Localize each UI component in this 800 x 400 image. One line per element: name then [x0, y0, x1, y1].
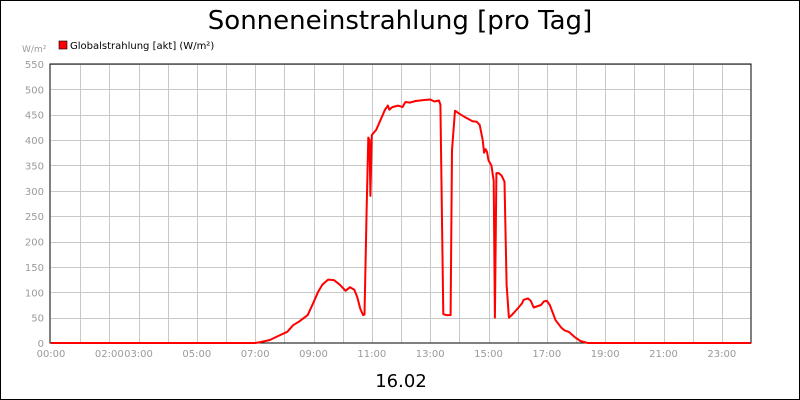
x-tick-label: 05:00 [182, 349, 211, 360]
x-tick-label: 09:00 [299, 349, 328, 360]
plot-area-border [49, 63, 752, 344]
x-axis-ticks: 00:00 02:00 03:00 05:00 07:00 09:00 11:00 13:00… [37, 349, 737, 360]
y-tick-label: 500 [25, 85, 44, 96]
y-tick-label: 200 [25, 238, 44, 249]
x-tick-label: 11:00 [357, 349, 386, 360]
y-axis-unit-label: W/m² [22, 45, 47, 55]
x-tick-label: 21:00 [649, 349, 678, 360]
y-tick-label: 150 [25, 263, 44, 274]
legend-label: Globalstrahlung [akt] (W/m²) [70, 41, 214, 52]
chart-title: Sonneneinstrahlung [pro Tag] [208, 6, 592, 36]
x-tick-label: 13:00 [416, 349, 445, 360]
y-tick-label: 300 [25, 187, 44, 198]
series-line-globalstrahlung [51, 98, 751, 344]
y-tick-label: 50 [31, 314, 44, 325]
x-tick-label: 00:00 [37, 349, 66, 360]
x-tick-label: 17:00 [532, 349, 561, 360]
y-tick-label: 550 [25, 60, 44, 71]
y-tick-label: 400 [25, 136, 44, 147]
x-tick-label: 03:00 [124, 349, 153, 360]
y-axis-ticks: 0 50 100 150 200 250 300 350 400 450 500 550 [25, 60, 44, 350]
x-tick-label: 07:00 [241, 349, 270, 360]
y-tick-label: 250 [25, 212, 44, 223]
date-label: 16.02 [375, 371, 427, 392]
legend-swatch [58, 40, 68, 50]
grid [51, 64, 751, 343]
y-tick-label: 450 [25, 111, 44, 122]
x-tick-label: 15:00 [474, 349, 503, 360]
y-tick-label: 350 [25, 161, 44, 172]
x-tick-label: 19:00 [591, 349, 620, 360]
y-tick-label: 0 [38, 339, 44, 350]
series-layer [51, 98, 751, 344]
x-tick-label: 23:00 [707, 349, 736, 360]
legend: Globalstrahlung [akt] (W/m²) [58, 40, 214, 52]
x-tick-label: 02:00 [95, 349, 124, 360]
y-tick-label: 100 [25, 288, 44, 299]
